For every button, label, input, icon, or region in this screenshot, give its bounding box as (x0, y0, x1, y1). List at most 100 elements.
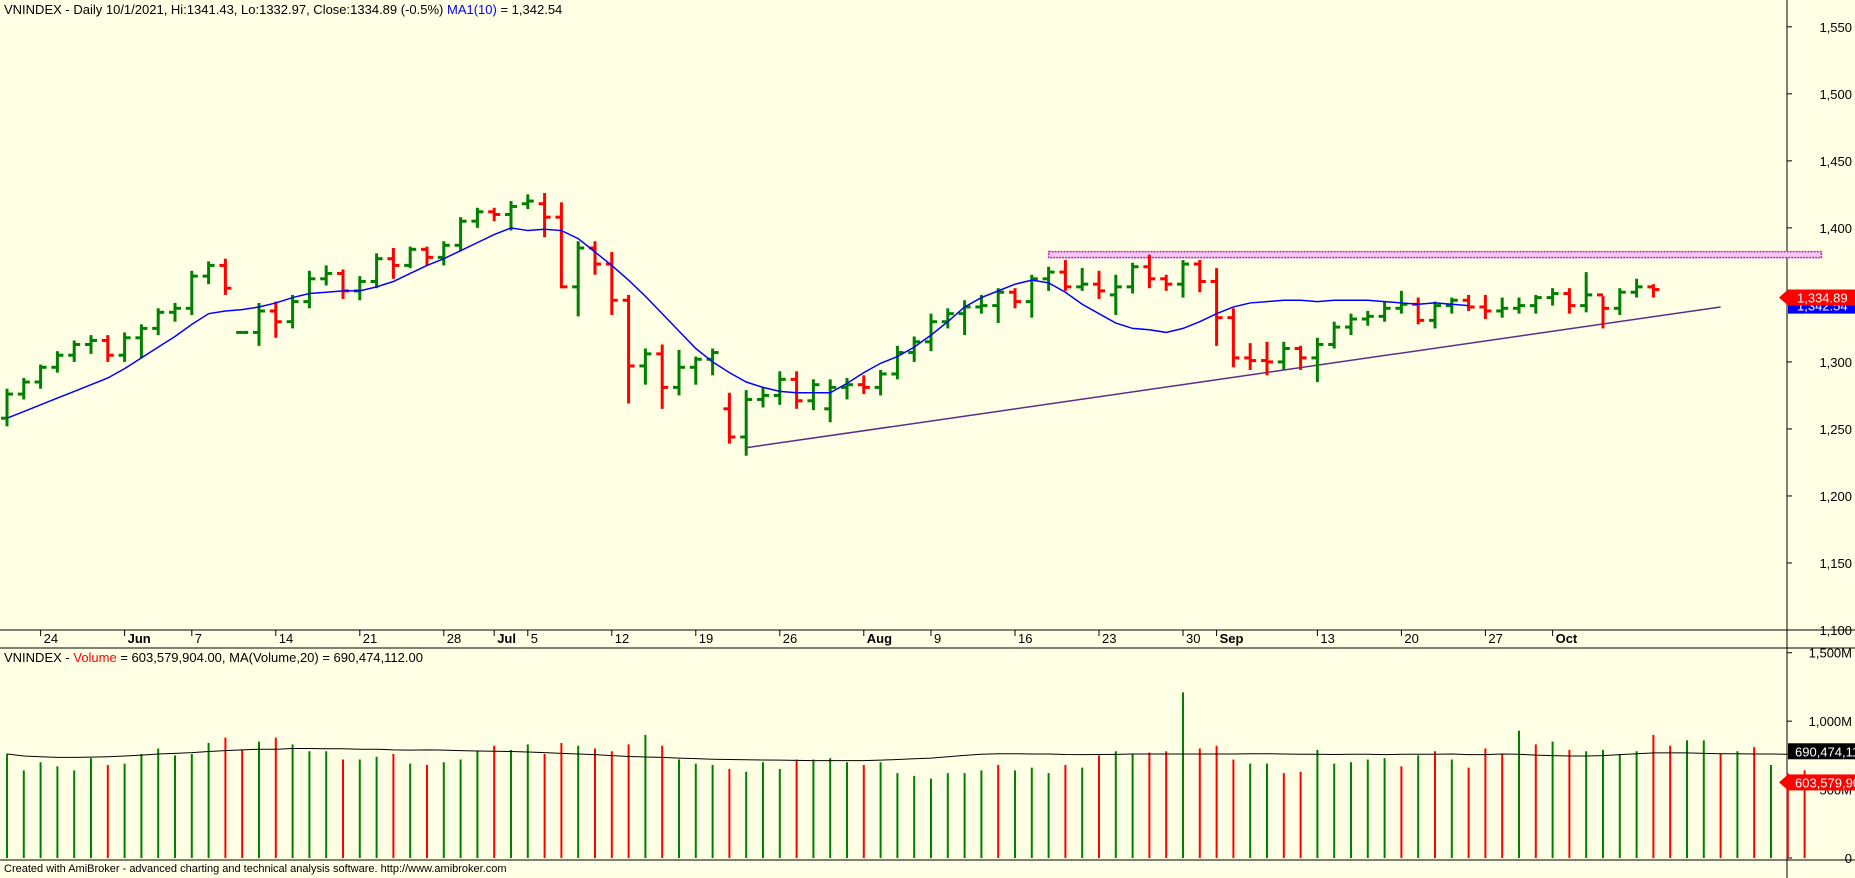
ohlc-bar (1143, 254, 1156, 289)
close-last-arrow (1779, 289, 1788, 306)
price-summary: - Daily 10/1/2021, Hi:1341.43, Lo:1332.9… (61, 2, 447, 17)
ohlc-bar (135, 324, 148, 358)
ohlc-bar (1059, 260, 1072, 291)
x-tick-label: 16 (1018, 631, 1032, 646)
ohlc-bar (1496, 297, 1509, 318)
ohlc-bar (1126, 262, 1139, 294)
ohlc-bar (1193, 260, 1206, 293)
volume-label: Volume (73, 650, 117, 665)
ma10-line (6, 227, 1469, 419)
close-last-value: 1,334.89 (1797, 291, 1848, 306)
ohlc-bar (589, 241, 601, 275)
ohlc-bar (622, 294, 635, 404)
ohlc-bar (202, 261, 215, 285)
x-tick-label: 20 (1404, 631, 1418, 646)
ohlc-bar (101, 335, 114, 362)
ohlc-bar (51, 351, 64, 373)
ohlc-bar (1580, 272, 1593, 313)
price-y-tick-label: 1,450 (1819, 154, 1852, 169)
ohlc-bar (1261, 341, 1273, 376)
ohlc-bar (505, 201, 517, 231)
volume-y-tick-label: 1,500M (1809, 646, 1852, 661)
ohlc-bar (1613, 288, 1626, 315)
x-tick-label: 30 (1186, 631, 1200, 646)
ohlc-bar (891, 345, 904, 380)
ohlc-bar (471, 207, 484, 228)
price-header: VNINDEX - Daily 10/1/2021, Hi:1341.43, L… (4, 2, 562, 17)
ohlc-bar (1462, 294, 1475, 311)
volume-ma-line (6, 748, 1788, 762)
ohlc-bar (1160, 274, 1173, 291)
ohlc-bar (1529, 294, 1542, 314)
ohlc-bar (958, 300, 971, 336)
ohlc-bar (303, 270, 316, 309)
ohlc-bar (1445, 297, 1458, 314)
price-y-tick-label: 1,100 (1819, 623, 1852, 638)
ohlc-bar (1277, 341, 1290, 370)
ohlc-bar (219, 258, 232, 295)
ohlc-bar (1563, 288, 1576, 314)
x-tick-label: 13 (1320, 631, 1334, 646)
ohlc-bar (1378, 301, 1391, 322)
ohlc-bar (992, 288, 1005, 324)
x-tick-label: 19 (699, 631, 713, 646)
x-tick-label: Sep (1220, 631, 1244, 646)
ohlc-bar (169, 302, 181, 322)
price-y-tick-label: 1,400 (1819, 221, 1852, 236)
ohlc-bar (1294, 345, 1307, 370)
ohlc-bar (874, 369, 887, 396)
ohlc-bar (1210, 268, 1223, 346)
ohlc-bar (673, 349, 685, 396)
ohlc-bar (269, 301, 282, 338)
ohlc-bar (34, 364, 47, 389)
volume-y-tick-label: 1,000M (1809, 714, 1852, 729)
close-last-badge (1788, 289, 1855, 306)
x-tick-label: 27 (1488, 631, 1502, 646)
x-tick-label: 23 (1102, 631, 1116, 646)
x-tick-label: 5 (531, 631, 538, 646)
ohlc-bar (1328, 321, 1341, 349)
ohlc-bar (1, 388, 13, 427)
volume-last-arrow (1779, 774, 1788, 791)
volume-last-badge (1788, 774, 1855, 791)
volume-summary: = 603,579,904.00, MA(Volume,20) = 690,47… (116, 650, 423, 665)
ohlc-bar (572, 241, 585, 317)
x-tick-label: 28 (447, 631, 461, 646)
volume-ma-last-badge (1788, 743, 1855, 760)
ohlc-bar (387, 247, 400, 279)
ohlc-bar (773, 371, 786, 405)
price-y-tick-label: 1,550 (1819, 20, 1852, 35)
ohlc-bar (908, 336, 921, 362)
ohlc-bar (1311, 337, 1324, 383)
ohlc-bar (68, 340, 81, 362)
ohlc-bar (656, 344, 669, 409)
x-tick-label: 9 (934, 631, 941, 646)
x-tick-label: 7 (195, 631, 202, 646)
ohlc-bar (1630, 278, 1643, 298)
volume-y-tick-label: 0 (1845, 851, 1852, 866)
x-tick-label: 24 (44, 631, 58, 646)
ohlc-bar (757, 387, 769, 408)
ohlc-bar (740, 390, 753, 456)
ma-label: MA1(10) (447, 2, 497, 17)
price-symbol: VNINDEX (4, 2, 62, 17)
price-y-tick-label: 1,200 (1819, 489, 1852, 504)
ohlc-bar (1109, 274, 1122, 315)
ohlc-bar (1647, 284, 1660, 298)
ohlc-bar (723, 392, 736, 444)
volume-header: VNINDEX - Volume = 603,579,904.00, MA(Vo… (4, 650, 423, 665)
x-tick-label: Jul (497, 631, 516, 646)
ohlc-bar (337, 269, 349, 299)
volume-sep: - (61, 650, 74, 665)
ohlc-bar (286, 294, 299, 329)
ohlc-bar (857, 375, 870, 395)
x-tick-label: Jun (128, 631, 151, 646)
ohlc-bar (488, 207, 501, 222)
ohlc-bar (1361, 310, 1374, 326)
ohlc-bar (1244, 343, 1257, 370)
ohlc-bar (1025, 274, 1038, 318)
ohlc-bar (1076, 268, 1089, 291)
x-axis: 24 Jun 7 14 21 28 Jul 5 12 19 26 Aug 9 16 23 30 Sep 13 20 2… (40, 630, 1578, 646)
